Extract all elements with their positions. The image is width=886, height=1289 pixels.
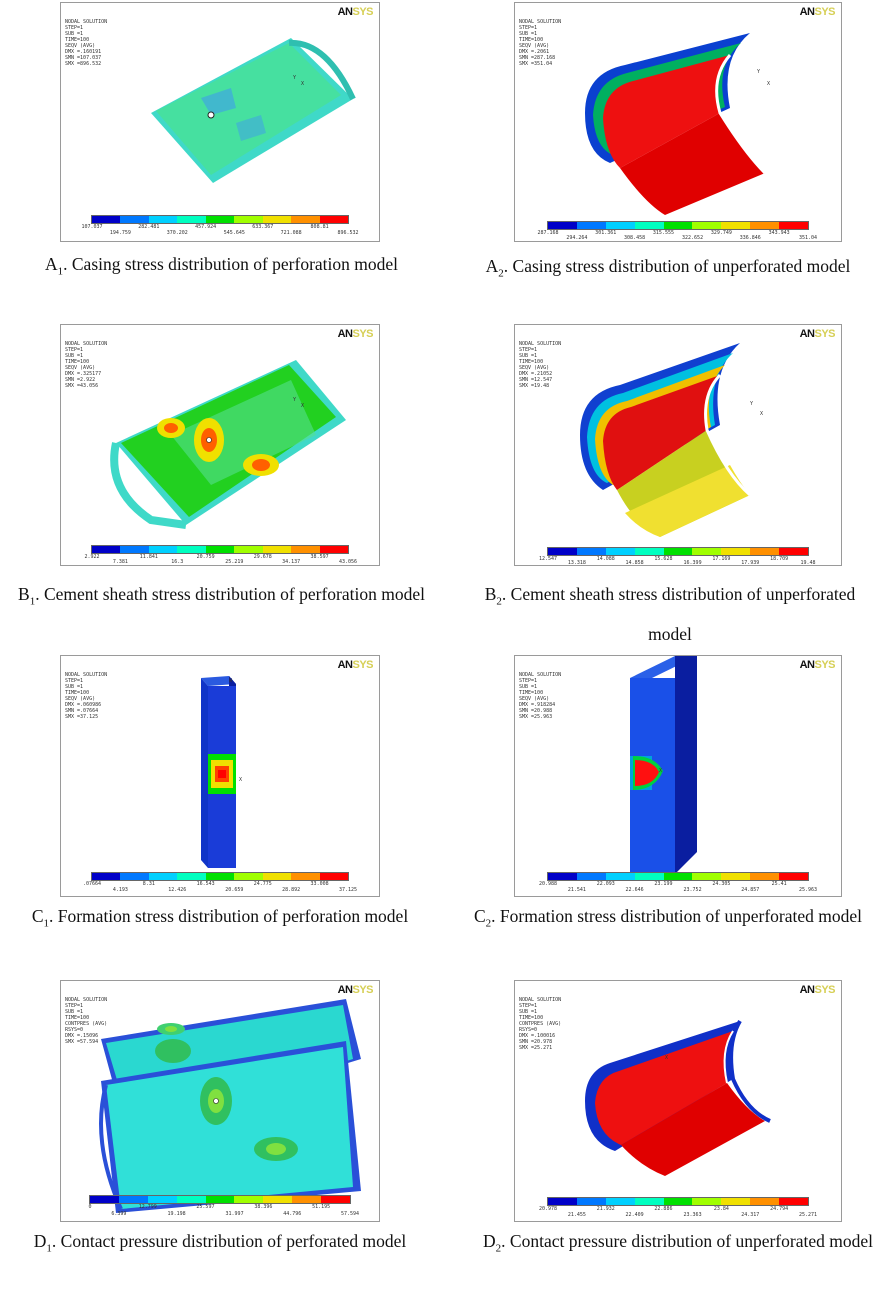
figure-panel-d1: NODAL SOLUTION STEP=1 SUB =1 TIME=100 CONTPR…: [60, 980, 380, 1222]
figure-panel-b2: Y X NODAL SOLUTION STEP=1 SUB =1 TIME=100 SE…: [514, 324, 842, 566]
contact-pressure-perforated-render: [99, 999, 361, 1213]
cement-sheath-unperforated-render: Y X: [580, 343, 763, 537]
solution-header: NODAL SOLUTION STEP=1 SUB =1 TIME=100 SEQV (…: [65, 341, 108, 389]
casing-perforated-render: Y X: [151, 38, 356, 183]
color-scale-bar: [91, 545, 349, 554]
formation-unperforated-render: X: [630, 656, 697, 874]
color-scale-bar: [91, 215, 349, 224]
svg-text:X: X: [239, 777, 242, 783]
figure-panel-d2: X NODAL SOLUTION STEP=1 SUB =1 TIME=100 CONT…: [514, 980, 842, 1222]
ansys-logo: ANSYS: [337, 6, 374, 18]
figure-panel-c2: X NODAL SOLUTION STEP=1 SUB =1 TIME=100 SEQV…: [514, 655, 842, 897]
ansys-logo: ANSYS: [337, 328, 374, 340]
color-scale-bar: [547, 547, 809, 556]
cement-sheath-perforated-render: Y X: [110, 360, 346, 529]
svg-text:X: X: [665, 1055, 668, 1061]
color-scale-bar: [89, 1195, 351, 1204]
caption-c2: C2. Formation stress distribution of unp…: [473, 906, 863, 930]
caption-a2: A2. Casing stress distribution of unperf…: [485, 256, 851, 280]
solution-header: NODAL SOLUTION STEP=1 SUB =1 TIME=100 SEQV (…: [65, 672, 108, 720]
caption-b2: B2. Cement sheath stress distribution of…: [484, 584, 856, 644]
color-scale-bar: [547, 1197, 809, 1206]
caption-a1: A1. Casing stress distribution of perfor…: [44, 254, 399, 278]
svg-text:Y: Y: [293, 75, 296, 81]
solution-header: NODAL SOLUTION STEP=1 SUB =1 TIME=100 SEQV (…: [519, 19, 562, 67]
svg-text:Y: Y: [293, 397, 296, 403]
svg-text:Y: Y: [757, 69, 760, 75]
caption-d1: D1. Contact pressure distribution of per…: [33, 1231, 407, 1255]
solution-header: NODAL SOLUTION STEP=1 SUB =1 TIME=100 SEQV (…: [519, 341, 562, 389]
ansys-logo: ANSYS: [799, 328, 836, 340]
svg-text:X: X: [767, 81, 770, 87]
solution-header: NODAL SOLUTION STEP=1 SUB =1 TIME=100 SEQV (…: [65, 19, 108, 67]
ansys-logo: ANSYS: [799, 6, 836, 18]
solution-header: NODAL SOLUTION STEP=1 SUB =1 TIME=100 CONTPR…: [519, 997, 562, 1051]
svg-text:X: X: [760, 411, 763, 417]
color-scale-bar: [91, 872, 349, 881]
figure-panel-a1: Y X NODAL SOLUTION STEP=1 SUB =1 TIME=100 SE…: [60, 2, 380, 242]
ansys-logo: ANSYS: [337, 659, 374, 671]
formation-perforated-render: X W: [201, 676, 242, 868]
solution-header: NODAL SOLUTION STEP=1 SUB =1 TIME=100 CONTPR…: [65, 997, 108, 1045]
contact-pressure-unperforated-render: X: [585, 1019, 771, 1176]
caption-b1: B1. Cement sheath stress distribution of…: [18, 584, 425, 608]
svg-text:X: X: [301, 81, 304, 87]
svg-text:Y: Y: [750, 401, 753, 407]
figure-panel-a2: Y X NODAL SOLUTION STEP=1 SUB =1 TIME=100 SE…: [514, 2, 842, 242]
caption-d2: D2. Contact pressure distribution of unp…: [483, 1231, 873, 1255]
svg-text:W: W: [229, 678, 233, 684]
caption-c1: C1. Formation stress distribution of per…: [31, 906, 409, 930]
svg-text:X: X: [659, 768, 662, 774]
figure-panel-b1: Y X NODAL SOLUTION STEP=1 SUB =1 TIME=100 SE…: [60, 324, 380, 566]
svg-text:X: X: [301, 403, 304, 409]
figure-panel-c1: X W NODAL SOLUTION STEP=1 SUB =1 TIME=100 SE…: [60, 655, 380, 897]
solution-header: NODAL SOLUTION STEP=1 SUB =1 TIME=100 SEQV (…: [519, 672, 562, 720]
color-scale-bar: [547, 872, 809, 881]
ansys-logo: ANSYS: [799, 984, 836, 996]
ansys-logo: ANSYS: [337, 984, 374, 996]
color-scale-bar: [547, 221, 809, 230]
ansys-logo: ANSYS: [799, 659, 836, 671]
casing-unperforated-render: Y X: [585, 33, 770, 215]
